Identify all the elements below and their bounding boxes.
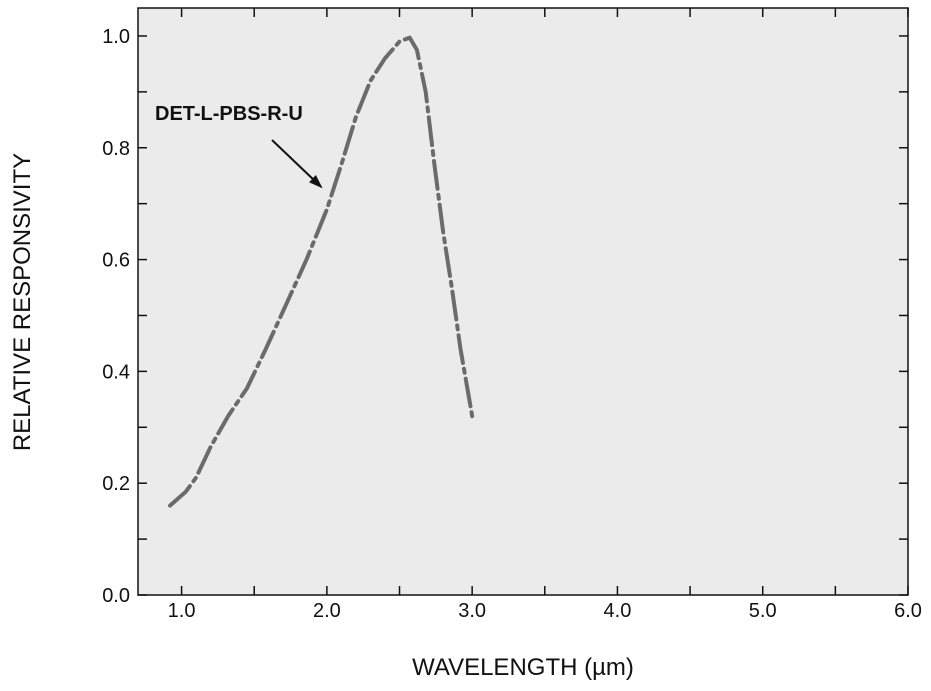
x-tick-label: 4.0 xyxy=(604,600,632,622)
y-tick-label: 0.0 xyxy=(102,585,130,607)
y-tick-label: 0.8 xyxy=(102,138,130,160)
y-tick-label: 0.2 xyxy=(102,473,130,495)
x-tick-label: 5.0 xyxy=(749,600,777,622)
axis-ticks xyxy=(138,8,909,596)
y-tick-label: 0.6 xyxy=(102,250,130,272)
y-tick-label: 0.4 xyxy=(102,361,130,383)
x-axis-title: WAVELENGTH (µm) xyxy=(412,654,634,681)
x-tick-label: 1.0 xyxy=(168,600,196,622)
tick-labels: 1.0 2.0 3.0 4.0 5.0 6.0 0.0 0.2 0.4 0.6 0.8 1.0 xyxy=(102,26,922,622)
x-tick-label: 6.0 xyxy=(894,600,922,622)
y-axis-title: RELATIVE RESPONSIVITY xyxy=(9,153,36,451)
annotation-arrow xyxy=(271,139,323,189)
responsivity-curve xyxy=(168,35,475,508)
y-tick-label: 1.0 xyxy=(102,26,130,48)
plot-area xyxy=(137,7,909,596)
series-annotation-label: DET-L-PBS-R-U xyxy=(155,103,303,125)
x-tick-label: 3.0 xyxy=(458,600,486,622)
x-tick-label: 2.0 xyxy=(313,600,341,622)
